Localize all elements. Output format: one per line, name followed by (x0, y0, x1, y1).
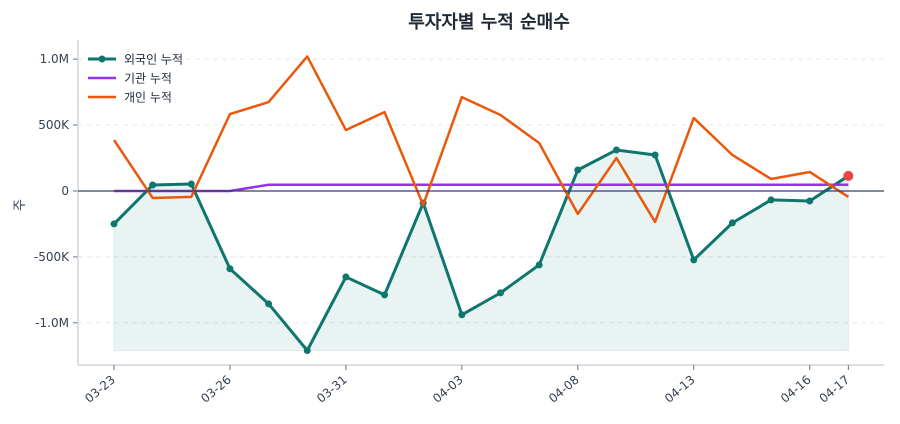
data-point (612, 146, 620, 154)
x-tick-label: 03-26 (198, 373, 234, 406)
data-point (535, 261, 543, 269)
data-point (342, 273, 350, 281)
data-point (110, 220, 118, 228)
data-point (574, 166, 582, 174)
y-tick-label: -1.0M (35, 316, 69, 330)
x-tick-label: 03-23 (82, 373, 118, 406)
data-point (187, 180, 195, 188)
data-point (767, 196, 775, 204)
series-line-1 (114, 183, 849, 193)
data-point (651, 151, 659, 159)
y-tick-label: -500K (34, 250, 70, 264)
series-line-2 (112, 55, 850, 224)
legend-label: 개인 누적 (124, 91, 172, 105)
legend-label: 기관 누적 (124, 72, 172, 86)
data-point (303, 346, 311, 354)
y-tick-label: 0 (61, 184, 69, 198)
data-point (265, 300, 273, 308)
x-tick-label: 04-13 (662, 373, 698, 406)
last-point-marker (843, 170, 854, 181)
y-tick-label: 500K (38, 118, 70, 132)
data-point (149, 181, 157, 189)
x-tick-label: 04-17 (817, 373, 853, 406)
data-point (806, 197, 814, 205)
series-line-0 (112, 148, 850, 352)
x-tick-label: 04-08 (546, 373, 582, 406)
legend-label: 외국인 누적 (124, 53, 183, 67)
y-axis-label: 주 (13, 199, 28, 211)
x-tick-label: 03-31 (314, 373, 350, 406)
data-point (458, 311, 466, 319)
data-point (497, 289, 504, 297)
y-tick-label: 1.0M (40, 52, 69, 66)
data-point (381, 291, 389, 299)
data-point (728, 219, 736, 227)
data-point (226, 265, 234, 273)
chart-title: 투자자별 누적 순매수 (408, 12, 570, 33)
data-point (690, 256, 698, 264)
series-fill-0 (113, 149, 849, 352)
legend-marker (98, 55, 106, 63)
x-tick-label: 04-03 (430, 373, 466, 406)
x-tick-label: 04-16 (778, 373, 814, 406)
